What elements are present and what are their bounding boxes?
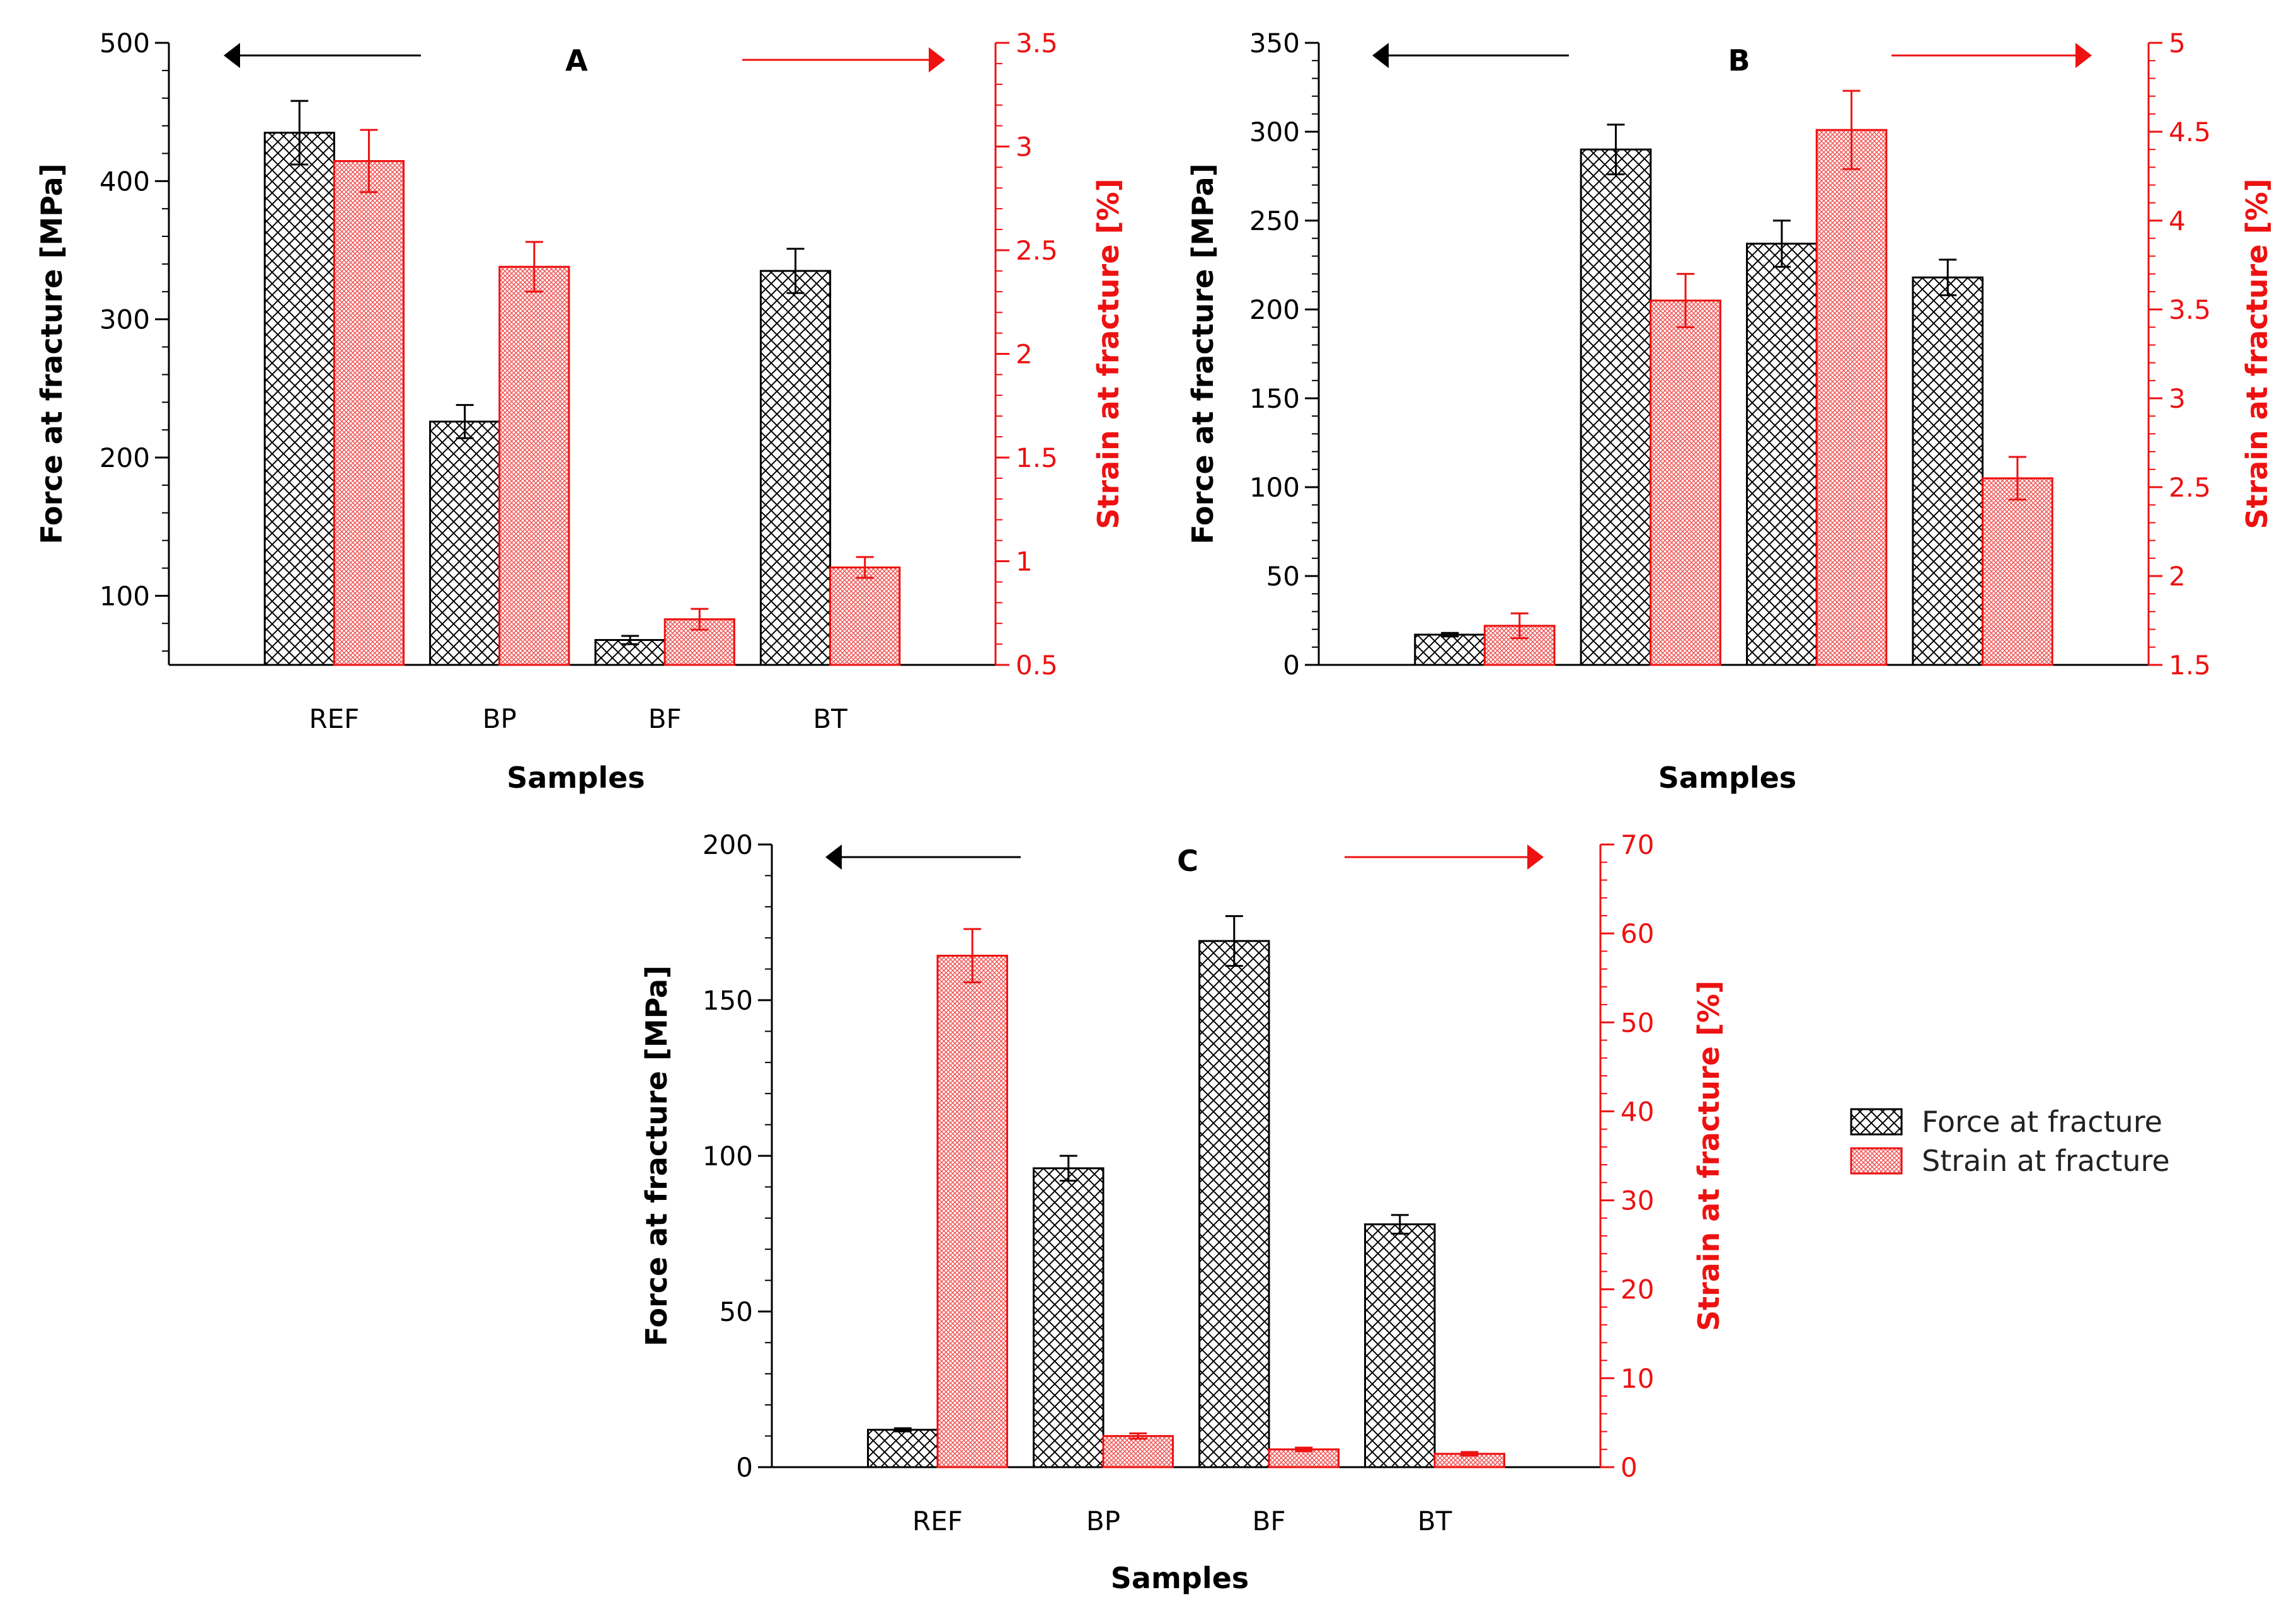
chart-panel-b: 0 50 100 150 200 250 300 350 1.5 2 2.5 3 3.5 4 4.5 5 Sam…	[1186, 28, 2274, 795]
x-tick-label: BF	[1253, 1506, 1286, 1536]
right-tick-label: 70	[1621, 829, 1654, 860]
left-tick-label: 250	[1249, 205, 1300, 236]
left-axis-title: Force at fracture [MPa]	[1186, 163, 1220, 544]
left-tick-label: 50	[1266, 561, 1300, 592]
x-tick-label: REF	[912, 1506, 963, 1536]
force-bar	[759, 270, 832, 666]
force-bar	[429, 420, 501, 666]
force-bar	[1912, 276, 1984, 666]
force-bar	[263, 132, 335, 666]
x-tick-label: BF	[648, 703, 682, 734]
strain-bar	[1982, 477, 2053, 666]
right-tick-label: 2	[2169, 561, 2186, 592]
right-arrow-head	[929, 47, 945, 72]
strain-bar	[1650, 299, 1721, 666]
strain-bar	[1815, 129, 1888, 666]
left-tick-label: 300	[100, 304, 150, 335]
left-tick-label: 100	[100, 580, 150, 611]
x-tick-label: BT	[813, 703, 847, 734]
right-tick-label: 5	[2169, 28, 2186, 59]
force-bar	[1364, 1223, 1436, 1468]
left-tick-label: 200	[100, 442, 150, 473]
force-bar	[1414, 633, 1486, 666]
right-tick-label: 1.5	[2169, 650, 2211, 681]
x-axis-title: Samples	[1111, 1561, 1249, 1595]
right-tick-label: 0	[1621, 1452, 1638, 1483]
left-arrow-head	[825, 844, 842, 870]
right-tick-label: 30	[1621, 1185, 1654, 1216]
right-tick-label: 3.5	[2169, 294, 2211, 325]
left-tick-label: 300	[1249, 117, 1300, 147]
right-arrow-head	[2075, 43, 2092, 68]
left-tick-label: 200	[1249, 294, 1300, 325]
right-tick-label: 2.5	[1016, 235, 1058, 266]
left-tick-label: 100	[703, 1141, 753, 1172]
right-tick-label: 3	[2169, 383, 2186, 414]
right-tick-label: 4	[2169, 205, 2186, 236]
right-tick-label: 10	[1621, 1363, 1654, 1394]
left-tick-label: 500	[100, 28, 150, 59]
x-axis-title: Samples	[507, 761, 645, 795]
force-bar	[1033, 1167, 1105, 1468]
force-bar	[1198, 940, 1270, 1468]
legend-label-strain: Strain at fracture	[1922, 1144, 2170, 1178]
right-axis-title: Strain at fracture [%]	[2240, 178, 2274, 529]
panel-letter: B	[1728, 43, 1750, 78]
right-tick-label: 50	[1621, 1007, 1654, 1038]
right-axis-title: Strain at fracture [%]	[1091, 178, 1125, 529]
right-tick-label: 20	[1621, 1274, 1654, 1305]
legend-swatch-force	[1850, 1108, 1903, 1136]
legend: Force at fracture Strain at fracture	[1850, 1105, 2170, 1178]
strain-bar	[1268, 1448, 1340, 1468]
right-tick-label: 2.5	[2169, 472, 2211, 503]
right-tick-label: 1.5	[1016, 442, 1058, 473]
strain-bar	[936, 954, 1008, 1468]
strain-bar	[498, 265, 570, 666]
force-bar	[1746, 243, 1818, 666]
x-tick-label: BT	[1418, 1506, 1452, 1536]
x-tick-label: BP	[483, 703, 517, 734]
right-tick-label: 3	[1016, 132, 1033, 163]
left-tick-label: 0	[736, 1452, 753, 1483]
left-tick-label: 350	[1249, 28, 1300, 59]
left-axis-title: Force at fracture [MPa]	[640, 966, 674, 1346]
left-tick-label: 400	[100, 166, 150, 197]
strain-bar	[333, 160, 405, 666]
left-tick-label: 200	[703, 829, 753, 860]
right-tick-label: 40	[1621, 1096, 1654, 1127]
right-tick-label: 3.5	[1016, 28, 1058, 59]
legend-label-force: Force at fracture	[1922, 1105, 2162, 1139]
left-arrow-head	[224, 43, 240, 68]
right-axis-title: Strain at fracture [%]	[1692, 981, 1726, 1331]
right-arrow-head	[1527, 844, 1544, 870]
left-tick-label: 100	[1249, 472, 1300, 503]
chart-panel-c: 0 50 100 150 200 0 10 20 30 40 50 60 70 REF BP BF BT Samp…	[640, 829, 1726, 1595]
strain-bar	[1102, 1435, 1174, 1468]
panel-letter: A	[565, 43, 588, 78]
right-tick-label: 0.5	[1016, 650, 1058, 681]
left-tick-label: 0	[1283, 650, 1300, 681]
right-tick-label: 4.5	[2169, 117, 2211, 147]
left-arrow-head	[1372, 43, 1389, 68]
left-tick-label: 150	[703, 985, 753, 1016]
x-tick-label: REF	[309, 703, 359, 734]
left-tick-label: 150	[1249, 383, 1300, 414]
force-bar	[867, 1429, 939, 1468]
right-tick-label: 1	[1016, 546, 1033, 577]
x-axis-title: Samples	[1658, 761, 1796, 795]
x-tick-label: BP	[1086, 1506, 1120, 1536]
chart-panel-a: 100 200 300 400 500 0.5 1 1.5 2 2.5 3 3.5 REF BP BF BT S…	[35, 28, 1125, 795]
right-tick-label: 60	[1621, 918, 1654, 949]
panel-letter: C	[1177, 844, 1198, 878]
legend-swatch-strain	[1850, 1147, 1903, 1175]
strain-bar	[829, 566, 901, 666]
left-tick-label: 50	[720, 1296, 753, 1327]
left-axis-title: Force at fracture [MPa]	[35, 163, 69, 544]
force-bar	[1580, 148, 1652, 666]
right-tick-label: 2	[1016, 339, 1033, 370]
